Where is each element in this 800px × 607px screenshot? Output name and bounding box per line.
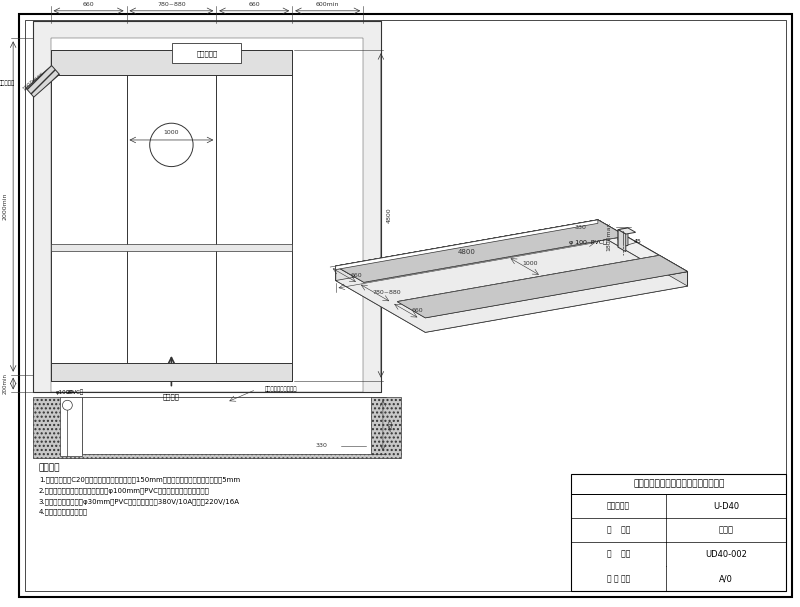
Text: 版 本 号：: 版 本 号： [607, 574, 630, 583]
Polygon shape [26, 66, 59, 97]
Polygon shape [336, 234, 687, 332]
Text: φ 100  PVC管: φ 100 PVC管 [570, 240, 607, 245]
Text: 基础要求: 基础要求 [38, 463, 60, 472]
Text: 4800: 4800 [458, 249, 476, 255]
Polygon shape [397, 256, 687, 318]
Text: 产品型号：: 产品型号： [607, 501, 630, 510]
Polygon shape [336, 266, 426, 332]
Polygon shape [336, 220, 687, 318]
Polygon shape [618, 229, 626, 252]
Text: A/0: A/0 [719, 574, 733, 583]
Text: 彩频变位仪: 彩频变位仪 [0, 80, 15, 86]
Bar [33, 398, 401, 458]
Text: 20: 20 [67, 390, 74, 395]
Bar [82, 398, 371, 453]
Circle shape [62, 400, 72, 410]
Text: 排水管（坡度最低门）: 排水管（坡度最低门） [265, 387, 297, 392]
Polygon shape [618, 228, 636, 234]
Polygon shape [336, 220, 626, 282]
Polygon shape [336, 220, 598, 280]
Text: U-D40: U-D40 [713, 501, 739, 510]
Bar [61, 398, 82, 455]
Bar [33, 38, 50, 392]
Text: 1.混凝土等级为C20及以上，坑底混凝土厚度为150mm以上，两地坑内水平误差不大于5mm: 1.混凝土等级为C20及以上，坑底混凝土厚度为150mm以上，两地坑内水平误差不… [38, 476, 240, 483]
Text: 600min: 600min [316, 2, 339, 7]
Bar [50, 363, 292, 381]
Text: 名    称：: 名 称： [607, 526, 630, 535]
Text: 660: 660 [350, 273, 362, 277]
Polygon shape [598, 220, 687, 286]
Text: 3.电源线和气源线预埋φ30mm的PVC管，电源三相为380V/10A或单相220V/16A: 3.电源线和气源线预埋φ30mm的PVC管，电源三相为380V/10A或单相22… [38, 498, 240, 504]
Text: 1800max: 1800max [606, 222, 611, 251]
Text: 780~880: 780~880 [373, 290, 401, 296]
Text: UD40-002: UD40-002 [705, 550, 747, 559]
Text: φ100PVC管: φ100PVC管 [55, 390, 84, 395]
Text: 660: 660 [82, 2, 94, 7]
Text: 地基图: 地基图 [718, 526, 734, 535]
Text: 330: 330 [316, 443, 328, 448]
Polygon shape [336, 220, 626, 282]
Text: 660: 660 [249, 2, 260, 7]
Polygon shape [397, 256, 687, 318]
Bar [363, 38, 381, 392]
Text: 2.预埋管制合至地坑和两地坑间预埋φ100mm的PVC管用于穿油管、气管、电线: 2.预埋管制合至地坑和两地坑间预埋φ100mm的PVC管用于穿油管、气管、电线 [38, 487, 210, 493]
Bar [50, 38, 363, 392]
Bar [172, 43, 242, 63]
Text: 彩频变位仪: 彩频变位仪 [196, 50, 218, 56]
Text: 780~880: 780~880 [157, 2, 186, 7]
Text: 2000min: 2000min [2, 193, 8, 220]
Bar [216, 50, 292, 381]
Text: 1000: 1000 [522, 261, 538, 266]
Polygon shape [336, 220, 598, 270]
Text: 1000: 1000 [164, 129, 179, 135]
Text: 660: 660 [412, 308, 423, 313]
Text: 45: 45 [634, 239, 642, 244]
Text: 4.电控笱位置可左右互换: 4.电控笱位置可左右互换 [38, 509, 88, 515]
Text: 上海巴兰仕汽车检测设备股份有限公司: 上海巴兰仕汽车检测设备股份有限公司 [633, 480, 725, 489]
Polygon shape [426, 271, 687, 332]
Bar [50, 50, 126, 381]
Polygon shape [618, 228, 628, 247]
Text: 480: 480 [388, 419, 394, 432]
Text: 200min: 200min [2, 373, 8, 394]
Text: 图    号：: 图 号： [607, 550, 630, 559]
Bar [33, 21, 381, 392]
Text: 330: 330 [574, 225, 586, 229]
Bar [571, 474, 786, 591]
Bar [50, 243, 292, 251]
Text: 进车方向: 进车方向 [163, 393, 180, 399]
Text: 1800max: 1800max [22, 71, 44, 92]
Bar [50, 50, 292, 75]
Bar [33, 21, 381, 38]
Text: 4800: 4800 [386, 208, 391, 223]
